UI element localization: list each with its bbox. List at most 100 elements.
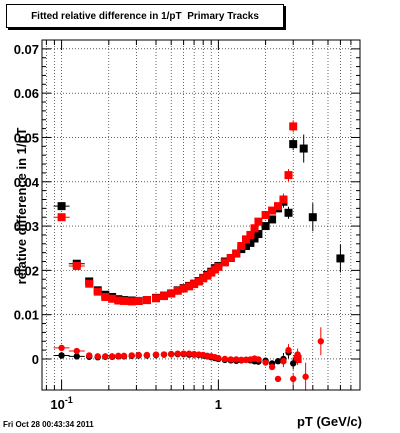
data-point: [250, 224, 259, 233]
axis-ticks: 0 0.01 0.02 0.03 0.04 0.05 0.06 0.07 10-1 1: [14, 40, 361, 412]
data-point: [280, 358, 287, 365]
data-point: [194, 277, 203, 286]
data-point: [120, 352, 128, 360]
y-tick-label: 0: [32, 352, 39, 367]
data-point: [94, 353, 101, 360]
data-point: [185, 282, 194, 291]
data-point: [336, 254, 345, 263]
data-point: [254, 230, 263, 239]
data-point: [115, 352, 122, 360]
data-point: [255, 356, 262, 363]
data-point: [284, 208, 293, 217]
y-tick-label: 0.04: [14, 175, 40, 190]
data-point: [289, 122, 298, 131]
data-point: [227, 356, 235, 363]
data-point: [274, 358, 282, 365]
x-axis-label: pT (GeV/c): [296, 414, 362, 429]
data-point: [179, 284, 188, 293]
data-point: [293, 354, 302, 363]
data-point: [308, 213, 317, 222]
data-point: [261, 211, 270, 219]
data-point: [246, 238, 255, 247]
data-point: [221, 355, 229, 363]
data-point: [108, 294, 117, 303]
data-point: [294, 351, 301, 358]
data-point: [289, 140, 298, 149]
data-point: [274, 375, 282, 383]
data-point: [114, 296, 123, 305]
data-point: [143, 351, 151, 359]
data-point: [285, 346, 292, 354]
data-point: [73, 353, 80, 360]
error-bars: [53, 120, 344, 391]
data-point: [160, 351, 168, 358]
data-point: [57, 213, 66, 222]
data-point: [268, 215, 277, 224]
y-axis-label: relative difference in 1/pT: [14, 127, 29, 285]
timestamp: Fri Oct 28 00:43:34 2011: [3, 420, 94, 429]
data-point: [233, 356, 240, 363]
data-point: [86, 352, 93, 359]
x-tick-label: 10-1: [50, 395, 72, 412]
data-point: [238, 356, 245, 364]
data-point: [290, 375, 297, 383]
data-point: [174, 350, 181, 357]
data-point: [268, 206, 277, 215]
data-point: [284, 171, 293, 180]
x-tick-label: 1: [215, 397, 222, 412]
data-point: [134, 296, 143, 305]
data-point: [242, 242, 251, 251]
data-point: [299, 144, 308, 153]
data-point: [142, 296, 151, 305]
data-point: [279, 195, 288, 204]
data-point: [190, 280, 199, 289]
y-tick-label: 0.01: [14, 308, 39, 323]
data-point: [119, 296, 128, 305]
data-point: [242, 235, 251, 244]
data-point: [108, 353, 116, 360]
data-point: [180, 350, 187, 357]
data-point: [290, 360, 297, 367]
data-point: [268, 363, 276, 371]
data-point: [214, 262, 223, 271]
data-point: [135, 351, 142, 359]
data-point: [73, 347, 80, 355]
data-point: [151, 294, 160, 303]
data-point: [254, 217, 263, 226]
data-point: [101, 292, 110, 301]
data-point: [57, 202, 66, 211]
data-point: [261, 222, 270, 231]
data-point: [220, 258, 229, 267]
y-tick-label: 0.05: [14, 130, 39, 145]
data-point: [85, 279, 94, 288]
chart-title: Fitted relative difference in 1/pT Prima…: [6, 4, 284, 28]
plot-frame: [41, 39, 361, 391]
data-point: [58, 352, 65, 359]
data-point: [226, 253, 235, 262]
data-point: [127, 297, 136, 306]
data-point: [167, 289, 176, 298]
y-tick-label: 0.07: [14, 42, 39, 57]
data-point: [232, 249, 241, 258]
data-point: [199, 274, 208, 283]
data-point: [190, 350, 198, 358]
data-point: [317, 338, 325, 345]
data-point: [246, 230, 255, 239]
data-point: [250, 234, 259, 243]
data-point: [302, 373, 309, 380]
y-tick-label: 0.06: [14, 86, 39, 101]
data-point: [173, 286, 182, 295]
data-point: [215, 354, 222, 362]
y-tick-label: 0.02: [14, 263, 39, 278]
data-point: [93, 287, 102, 296]
data-markers: [57, 122, 345, 383]
data-point: [128, 352, 135, 359]
data-point: [58, 344, 65, 352]
data-point: [237, 242, 246, 251]
data-point: [185, 350, 193, 357]
data-point: [167, 350, 175, 358]
data-point: [262, 359, 269, 366]
data-point: [160, 292, 169, 301]
data-point: [274, 202, 283, 211]
